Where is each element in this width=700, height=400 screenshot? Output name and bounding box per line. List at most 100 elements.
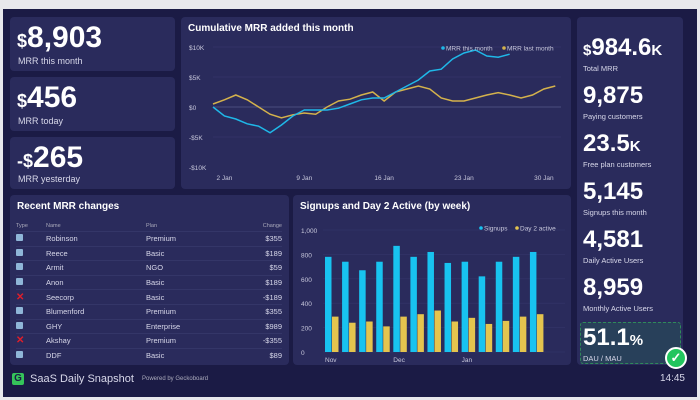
cell-type	[16, 231, 46, 247]
mrr-changes-panel: Recent MRR changes Type Name Plan Change…	[10, 195, 289, 365]
geckoboard-logo-icon: G	[12, 373, 24, 385]
stat-label: Daily Active Users	[583, 256, 644, 265]
stat-label: Free plan customers	[583, 160, 652, 169]
y-tick-label: $10K	[189, 45, 205, 52]
bar-signups	[512, 256, 520, 352]
y-tick-label: -$5K	[189, 135, 203, 142]
cancel-x-icon: ✕	[16, 291, 25, 303]
stat-free-plan-customers: 23.5K Free plan customers	[583, 130, 652, 170]
table-row: DDF Basic $89	[16, 347, 282, 363]
bar-signups	[342, 261, 349, 352]
x-tick-label: 2 Jan	[216, 175, 232, 182]
kpi-label: MRR yesterday	[18, 174, 81, 184]
cell-name: Reece	[46, 245, 146, 261]
stat-label: Total MRR	[583, 64, 619, 73]
cell-change: $89	[232, 347, 282, 363]
cell-type	[16, 274, 46, 290]
cell-change: -$355	[232, 333, 282, 349]
legend-label: Day 2 active	[520, 226, 556, 233]
stat-value: 51.1	[583, 324, 630, 351]
bar-signups	[376, 261, 383, 352]
table-title: Recent MRR changes	[17, 201, 120, 212]
cell-change: $59	[232, 260, 282, 276]
stat-paying-customers: 9,875 Paying customers	[583, 82, 644, 122]
dashboard: $8,903 MRR this month $456 MRR today -$2…	[3, 9, 697, 397]
bar-day-2-active	[451, 321, 459, 352]
cell-change: $989	[232, 318, 282, 334]
upgrade-icon	[16, 278, 23, 286]
bar-day-2-active	[485, 323, 493, 352]
upgrade-icon	[16, 307, 23, 315]
cancel-x-icon: ✕	[16, 335, 25, 347]
table-row: Robinson Premium $355	[16, 231, 282, 247]
cell-plan: NGO	[146, 260, 233, 276]
col-plan: Plan	[146, 223, 158, 229]
table-row: Reece Basic $189	[16, 245, 282, 261]
bar-day-2-active	[502, 320, 510, 352]
bar-day-2-active	[519, 316, 527, 352]
stat-label: Signups this month	[583, 208, 647, 217]
mrr-changes-table: Type Name Plan Change Robinson Premium $35…	[16, 221, 282, 363]
dau-mau-highlight	[580, 322, 681, 364]
col-change: Change	[262, 223, 282, 229]
clock: 14:45	[659, 373, 685, 384]
cell-name: Robinson	[46, 231, 146, 247]
upgrade-icon	[16, 263, 23, 271]
kpi-prefix: $	[17, 91, 28, 111]
upgrade-icon	[16, 351, 23, 359]
y-tick-label: 0	[301, 350, 305, 357]
cell-plan: Premium	[146, 231, 233, 247]
cell-type	[16, 347, 46, 363]
legend-label: MRR this month	[446, 46, 493, 53]
legend-dot	[441, 46, 445, 50]
cell-change: $355	[232, 231, 282, 247]
bar-signups	[393, 245, 400, 352]
bar-day-2-active	[417, 314, 424, 352]
line-chart: $10K $5K $0 -$5K -$10K 2 Jan 9 Jan 16 Jan 23 Jan…	[189, 45, 561, 182]
stat-label: Monthly Active Users	[583, 304, 654, 313]
stat-suffix: K	[651, 42, 663, 59]
stat-value: 23.5	[583, 130, 630, 157]
y-tick-label: 800	[301, 252, 312, 259]
stat-value: 4,581	[583, 226, 644, 253]
bar-signups	[444, 262, 452, 352]
bar-signups	[427, 251, 434, 352]
x-tick-label: Nov	[325, 357, 337, 364]
table-row: Anon Basic $189	[16, 274, 282, 290]
cell-name: Seecorp	[46, 289, 146, 305]
cell-type: ✕	[16, 289, 46, 305]
table-row: Blumenford Premium $355	[16, 303, 282, 320]
cell-plan: Premium	[146, 303, 233, 320]
bar-day-2-active	[400, 316, 407, 352]
stat-dau-mau: 51.1% DAU / MAU	[583, 324, 644, 364]
kpi-label: MRR today	[18, 116, 64, 126]
cell-name: Anon	[46, 274, 146, 290]
stat-value: 9,875	[583, 82, 644, 109]
upgrade-icon	[16, 248, 23, 256]
upgrade-icon	[16, 321, 23, 329]
stat-signups-this-month: 5,145 Signups this month	[583, 179, 647, 218]
kpi-mrr-today: $456 MRR today	[10, 77, 175, 131]
stat-prefix: $	[583, 42, 592, 59]
stat-suffix: %	[629, 332, 644, 349]
cell-type: ✕	[16, 333, 46, 349]
stat-value: 8,959	[583, 274, 644, 301]
bar-signups	[495, 261, 503, 352]
cell-type	[16, 303, 46, 320]
check-icon: ✓	[665, 347, 687, 369]
bar-day-2-active	[349, 322, 356, 352]
table-row: ✕ Seecorp Basic -$189	[16, 289, 282, 305]
legend-label: Signups	[484, 226, 508, 233]
cell-plan: Premium	[146, 333, 233, 349]
bar-signups	[359, 270, 366, 352]
cell-name: DDF	[46, 347, 146, 363]
cell-type	[16, 245, 46, 261]
stat-total-mrr: $984.6K Total MRR	[583, 35, 663, 74]
bar-day-2-active	[366, 321, 373, 352]
dashboard-title: SaaS Daily Snapshot	[30, 373, 134, 385]
y-tick-label: 200	[301, 326, 312, 333]
y-tick-label: 600	[301, 277, 312, 284]
x-tick-label: 23 Jan	[454, 175, 474, 182]
bar-signups	[325, 256, 332, 352]
cell-name: Blumenford	[46, 303, 146, 320]
